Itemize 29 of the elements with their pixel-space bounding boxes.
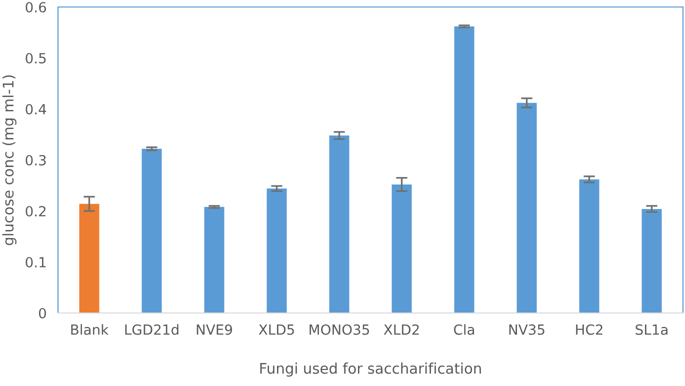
y-tick-label: 0.4 (26, 104, 46, 114)
x-tick-label: LGD21d (125, 324, 178, 335)
x-tick-label: XLD5 (258, 324, 294, 335)
x-tick-label: Cla (454, 324, 474, 335)
bar (642, 208, 662, 313)
y-axis-title: glucose conc (mg ml-1) (2, 75, 16, 246)
x-tick-label: HC2 (576, 324, 602, 335)
y-tick-label: 0 (38, 308, 46, 318)
x-tick-label: NV35 (509, 324, 544, 335)
x-tick-label: Blank (71, 324, 109, 335)
bar (392, 184, 412, 313)
bar (142, 148, 162, 313)
bar (516, 102, 537, 313)
y-tick-label: 0.2 (26, 206, 46, 216)
bar (79, 204, 100, 313)
y-tick-label: 0.5 (26, 52, 46, 64)
y-tick-label: 0.6 (26, 2, 46, 12)
bar (454, 26, 474, 313)
x-axis-title: Fungi used for saccharification (260, 362, 481, 377)
bar (204, 206, 224, 313)
y-tick-label: 0.1 (26, 256, 46, 268)
y-tick-label: 0.3 (26, 154, 46, 166)
bar (579, 179, 600, 313)
x-tick-label: SL1a (636, 324, 668, 335)
x-tick-label: XLD2 (384, 324, 419, 335)
bar (266, 188, 287, 313)
x-tick-label: MONO35 (310, 324, 369, 335)
bar (329, 136, 350, 313)
x-tick-label: NVE9 (196, 324, 232, 335)
